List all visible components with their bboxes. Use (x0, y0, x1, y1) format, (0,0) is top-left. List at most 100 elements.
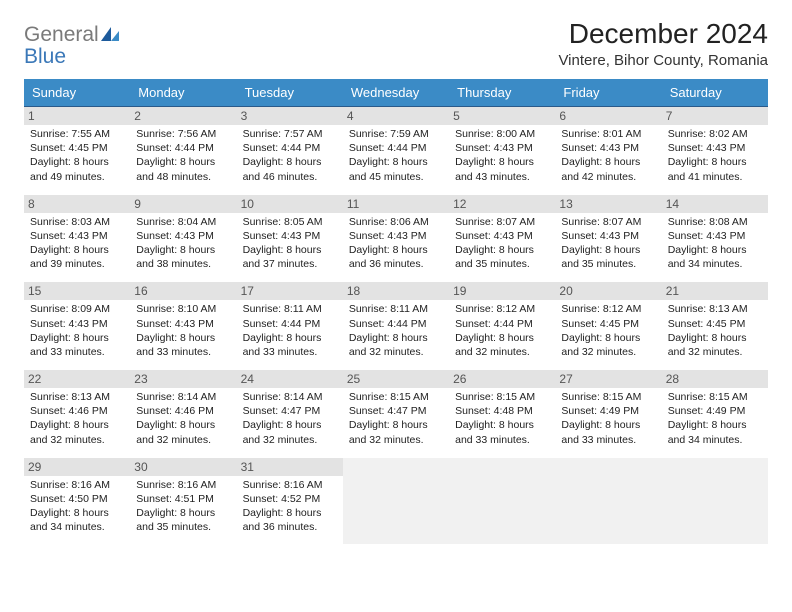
day-details: Sunrise: 8:12 AMSunset: 4:45 PMDaylight:… (561, 302, 655, 359)
day-number: 29 (24, 458, 130, 476)
day-number: 26 (449, 370, 555, 388)
day-number: 20 (555, 282, 661, 300)
day-number: 18 (343, 282, 449, 300)
calendar-cell: 28 Sunrise: 8:15 AMSunset: 4:49 PMDayligh… (662, 370, 768, 458)
calendar-table: Sunday Monday Tuesday Wednesday Thursday… (24, 79, 768, 545)
logo-blue-text: Blue (24, 45, 66, 68)
calendar-cell-empty: . (662, 457, 768, 545)
day-number: 15 (24, 282, 130, 300)
logo-mark-icon (101, 27, 119, 46)
calendar-cell: 26 Sunrise: 8:15 AMSunset: 4:48 PMDayligh… (449, 370, 555, 458)
calendar-cell: 13 Sunrise: 8:07 AMSunset: 4:43 PMDayligh… (555, 194, 661, 282)
calendar-cell: 8Sunrise: 8:03 AMSunset: 4:43 PMDaylight… (24, 194, 130, 282)
day-number: 21 (662, 282, 768, 300)
calendar-cell: 23Sunrise: 8:14 AMSunset: 4:46 PMDayligh… (130, 370, 236, 458)
weekday-header: Tuesday (237, 79, 343, 107)
calendar-cell: 16 Sunrise: 8:10 AMSunset: 4:43 PMDayligh… (130, 282, 236, 370)
calendar-cell: 25 Sunrise: 8:15 AMSunset: 4:47 PMDayligh… (343, 370, 449, 458)
day-number: 28 (662, 370, 768, 388)
day-details: Sunrise: 8:01 AMSunset: 4:43 PMDaylight:… (561, 127, 655, 184)
day-number: 17 (237, 282, 343, 300)
calendar-cell: 12 Sunrise: 8:07 AMSunset: 4:43 PMDayligh… (449, 194, 555, 282)
title-block: December 2024 Vintere, Bihor County, Rom… (558, 18, 768, 69)
calendar-cell: 15 Sunrise: 8:09 AMSunset: 4:43 PMDayligh… (24, 282, 130, 370)
day-details: Sunrise: 8:02 AMSunset: 4:43 PMDaylight:… (668, 127, 762, 184)
calendar-cell: 9 Sunrise: 8:04 AMSunset: 4:43 PMDaylight… (130, 194, 236, 282)
day-details: Sunrise: 7:55 AMSunset: 4:45 PMDaylight:… (30, 127, 124, 184)
day-details: Sunrise: 8:15 AMSunset: 4:48 PMDaylight:… (455, 390, 549, 447)
logo-general-text: General (24, 23, 99, 46)
weekday-header: Wednesday (343, 79, 449, 107)
day-number: 1 (24, 107, 130, 125)
day-number: 7 (662, 107, 768, 125)
day-number: 11 (343, 195, 449, 213)
weekday-header: Sunday (24, 79, 130, 107)
calendar-row: 1 Sunrise: 7:55 AMSunset: 4:45 PMDaylight… (24, 107, 768, 195)
day-details: Sunrise: 8:00 AMSunset: 4:43 PMDaylight:… (455, 127, 549, 184)
day-details: Sunrise: 8:05 AMSunset: 4:43 PMDaylight:… (243, 215, 337, 272)
day-details: Sunrise: 7:59 AMSunset: 4:44 PMDaylight:… (349, 127, 443, 184)
day-details: Sunrise: 8:11 AMSunset: 4:44 PMDaylight:… (349, 302, 443, 359)
day-details: Sunrise: 8:15 AMSunset: 4:47 PMDaylight:… (349, 390, 443, 447)
logo: General Blue (24, 18, 119, 68)
weekday-header: Thursday (449, 79, 555, 107)
day-number: 31 (237, 458, 343, 476)
calendar-cell: 6 Sunrise: 8:01 AMSunset: 4:43 PMDaylight… (555, 107, 661, 195)
calendar-cell: 5 Sunrise: 8:00 AMSunset: 4:43 PMDaylight… (449, 107, 555, 195)
calendar-row: 29 Sunrise: 8:16 AMSunset: 4:50 PMDayligh… (24, 457, 768, 545)
calendar-cell: 24 Sunrise: 8:14 AMSunset: 4:47 PMDayligh… (237, 370, 343, 458)
calendar-cell: 22 Sunrise: 8:13 AMSunset: 4:46 PMDayligh… (24, 370, 130, 458)
day-number: 6 (555, 107, 661, 125)
calendar-cell: 2 Sunrise: 7:56 AMSunset: 4:44 PMDaylight… (130, 107, 236, 195)
calendar-cell: 27 Sunrise: 8:15 AMSunset: 4:49 PMDayligh… (555, 370, 661, 458)
calendar-cell: 18 Sunrise: 8:11 AMSunset: 4:44 PMDayligh… (343, 282, 449, 370)
calendar-cell: 7 Sunrise: 8:02 AMSunset: 4:43 PMDaylight… (662, 107, 768, 195)
day-number: 22 (24, 370, 130, 388)
calendar-cell: 3Sunrise: 7:57 AMSunset: 4:44 PMDaylight… (237, 107, 343, 195)
day-number: 2 (130, 107, 236, 125)
day-number: 25 (343, 370, 449, 388)
day-details: Sunrise: 8:15 AMSunset: 4:49 PMDaylight:… (668, 390, 762, 447)
day-details: Sunrise: 8:10 AMSunset: 4:43 PMDaylight:… (136, 302, 230, 359)
calendar-cell: 30Sunrise: 8:16 AMSunset: 4:51 PMDayligh… (130, 457, 236, 545)
day-details: Sunrise: 8:04 AMSunset: 4:43 PMDaylight:… (136, 215, 230, 272)
calendar-cell: 31 Sunrise: 8:16 AMSunset: 4:52 PMDayligh… (237, 457, 343, 545)
calendar-cell: 20 Sunrise: 8:12 AMSunset: 4:45 PMDayligh… (555, 282, 661, 370)
day-details: Sunrise: 8:07 AMSunset: 4:43 PMDaylight:… (455, 215, 549, 272)
day-number: 10 (237, 195, 343, 213)
day-details: Sunrise: 8:12 AMSunset: 4:44 PMDaylight:… (455, 302, 549, 359)
weekday-header: Friday (555, 79, 661, 107)
day-number: 9 (130, 195, 236, 213)
day-details: Sunrise: 8:16 AMSunset: 4:52 PMDaylight:… (243, 478, 337, 535)
day-details: Sunrise: 8:06 AMSunset: 4:43 PMDaylight:… (349, 215, 443, 272)
day-details: Sunrise: 8:14 AMSunset: 4:47 PMDaylight:… (243, 390, 337, 447)
day-details: Sunrise: 8:13 AMSunset: 4:46 PMDaylight:… (30, 390, 124, 447)
day-number: 24 (237, 370, 343, 388)
day-number: 19 (449, 282, 555, 300)
calendar-cell: 11 Sunrise: 8:06 AMSunset: 4:43 PMDayligh… (343, 194, 449, 282)
day-number: 16 (130, 282, 236, 300)
weekday-header: Saturday (662, 79, 768, 107)
calendar-cell: 1 Sunrise: 7:55 AMSunset: 4:45 PMDaylight… (24, 107, 130, 195)
day-details: Sunrise: 8:07 AMSunset: 4:43 PMDaylight:… (561, 215, 655, 272)
header: General Blue December 2024 Vintere, Biho… (24, 18, 768, 69)
calendar-cell: 4Sunrise: 7:59 AMSunset: 4:44 PMDaylight… (343, 107, 449, 195)
day-details: Sunrise: 8:16 AMSunset: 4:50 PMDaylight:… (30, 478, 124, 535)
day-number: 13 (555, 195, 661, 213)
day-details: Sunrise: 7:56 AMSunset: 4:44 PMDaylight:… (136, 127, 230, 184)
calendar-cell-empty: . (555, 457, 661, 545)
day-details: Sunrise: 8:15 AMSunset: 4:49 PMDaylight:… (561, 390, 655, 447)
day-number: 12 (449, 195, 555, 213)
page-title: December 2024 (558, 18, 768, 50)
calendar-row: 8Sunrise: 8:03 AMSunset: 4:43 PMDaylight… (24, 194, 768, 282)
day-details: Sunrise: 8:09 AMSunset: 4:43 PMDaylight:… (30, 302, 124, 359)
calendar-cell-empty: . (449, 457, 555, 545)
day-number: 27 (555, 370, 661, 388)
calendar-row: 15 Sunrise: 8:09 AMSunset: 4:43 PMDayligh… (24, 282, 768, 370)
day-number: 5 (449, 107, 555, 125)
calendar-cell: 29 Sunrise: 8:16 AMSunset: 4:50 PMDayligh… (24, 457, 130, 545)
day-details: Sunrise: 8:11 AMSunset: 4:44 PMDaylight:… (243, 302, 337, 359)
calendar-cell: 10 Sunrise: 8:05 AMSunset: 4:43 PMDayligh… (237, 194, 343, 282)
calendar-row: 22 Sunrise: 8:13 AMSunset: 4:46 PMDayligh… (24, 370, 768, 458)
calendar-cell: 14Sunrise: 8:08 AMSunset: 4:43 PMDayligh… (662, 194, 768, 282)
